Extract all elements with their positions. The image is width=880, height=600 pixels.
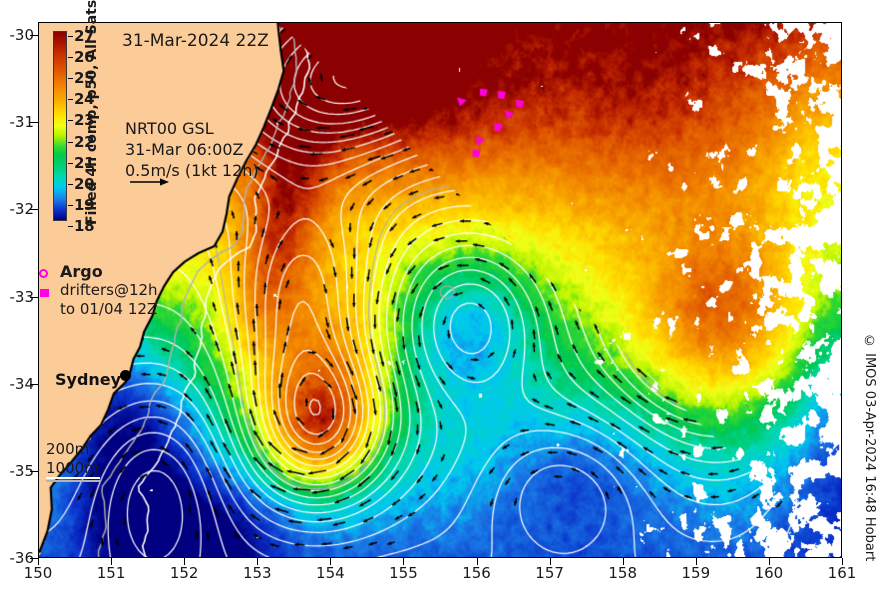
x-tick-mark — [403, 558, 405, 565]
map-plot-area[interactable] — [38, 22, 842, 558]
colorbar-tick-label: 18 — [74, 217, 95, 235]
sst-heatmap-canvas — [39, 23, 841, 557]
argo-legend-title: Argo — [60, 262, 103, 281]
colorbar-tick-label: 22 — [74, 132, 95, 151]
x-tick-label: 151 — [96, 564, 126, 582]
y-tick-mark — [30, 209, 38, 211]
drifter-square-marker-icon — [40, 289, 49, 297]
x-tick-label: 155 — [389, 564, 418, 582]
y-tick-label: -31 — [9, 113, 35, 132]
argo-legend-period: to 01/04 12Z — [60, 300, 158, 318]
page-title: 31-Mar-2024 22Z — [122, 31, 269, 51]
y-tick-mark — [30, 470, 38, 472]
argo-legend: Argo drifters@12h to 01/04 12Z — [60, 262, 158, 319]
colorbar-tick-mark — [68, 78, 73, 80]
x-tick-label: 157 — [535, 564, 564, 582]
bathymetry-legend: 200m 1000m — [46, 440, 99, 478]
x-tick-mark — [257, 558, 259, 565]
argo-legend-drifters: drifters@12h — [60, 281, 158, 299]
colorbar-tick-label: 20 — [74, 174, 95, 193]
bathymetry-label-1000m: 1000m — [46, 459, 99, 477]
colorbar-tick-label: 27 — [74, 27, 95, 45]
x-tick-label: 154 — [316, 564, 345, 582]
x-tick-mark — [842, 558, 843, 565]
x-tick-label: 156 — [462, 564, 491, 582]
x-tick-mark — [768, 558, 770, 565]
x-tick-label: 161 — [827, 564, 857, 582]
current-legend-scale: 0.5m/s (1kt 12h) — [125, 161, 259, 180]
x-tick-label: 160 — [754, 564, 784, 582]
x-tick-mark — [330, 558, 332, 565]
x-tick-mark — [549, 558, 551, 565]
bathymetry-line-200m — [46, 477, 100, 479]
colorbar-tick-mark — [68, 99, 73, 101]
current-legend-time: 31-Mar 06:00Z — [125, 140, 244, 159]
colorbar-tick-mark — [68, 162, 73, 164]
current-legend-product: NRT00 GSL — [125, 119, 214, 138]
colorbar-tick-mark — [68, 141, 73, 143]
x-tick-label: 152 — [169, 564, 199, 582]
colorbar-tick-mark — [68, 183, 73, 185]
x-tick-label: 158 — [608, 564, 638, 582]
x-tick-mark — [622, 558, 624, 565]
y-tick-label: -36 — [9, 549, 35, 567]
colorbar-tick-mark — [68, 204, 73, 206]
colorbar-tick-mark — [68, 226, 73, 227]
y-tick-mark — [30, 122, 38, 124]
bathymetry-label-200m: 200m — [46, 440, 90, 458]
y-tick-label: -30 — [9, 26, 35, 45]
current-legend: NRT00 GSL 31-Mar 06:00Z 0.5m/s (1kt 12h) — [125, 118, 259, 181]
reference-vector-arrow-icon — [130, 178, 169, 186]
colorbar-tick-label: 26 — [74, 48, 95, 67]
y-tick-mark — [30, 296, 38, 298]
x-tick-label: 159 — [681, 564, 711, 582]
x-tick-mark — [38, 558, 39, 565]
y-tick-mark — [30, 558, 38, 559]
y-tick-label: -34 — [9, 374, 35, 393]
y-tick-label: -33 — [9, 287, 35, 306]
y-tick-label: -35 — [9, 461, 35, 480]
x-tick-mark — [111, 558, 113, 565]
y-tick-mark — [30, 35, 38, 37]
bathymetry-line-1000m — [46, 480, 100, 482]
x-tick-mark — [476, 558, 478, 565]
colorbar-tick-label: 21 — [74, 153, 95, 172]
colorbar-tick-mark — [68, 57, 73, 59]
y-tick-mark — [30, 383, 38, 385]
y-tick-label: -32 — [9, 200, 35, 219]
argo-circle-marker-icon — [39, 269, 48, 278]
colorbar-tick-mark — [68, 36, 73, 37]
x-tick-label: 153 — [242, 564, 272, 582]
colorbar-tick-label: 24 — [74, 90, 95, 109]
x-tick-mark — [184, 558, 186, 565]
colorbar-tick-mark — [68, 120, 73, 122]
colorbar-gradient — [53, 31, 67, 221]
city-marker-icon — [120, 370, 131, 381]
city-label-sydney: Sydney — [55, 370, 122, 389]
x-tick-mark — [695, 558, 697, 565]
colorbar-title: Filled 4h comp, p50, All Sats — [84, 0, 100, 225]
colorbar-tick-label: 19 — [74, 195, 95, 214]
colorbar-tick-label: 25 — [74, 69, 95, 88]
copyright-credit: © IMOS 03-Apr-2024 16:48 Hobart — [862, 334, 877, 562]
colorbar-tick-label: 23 — [74, 111, 95, 130]
x-tick-label: 150 — [23, 564, 53, 582]
